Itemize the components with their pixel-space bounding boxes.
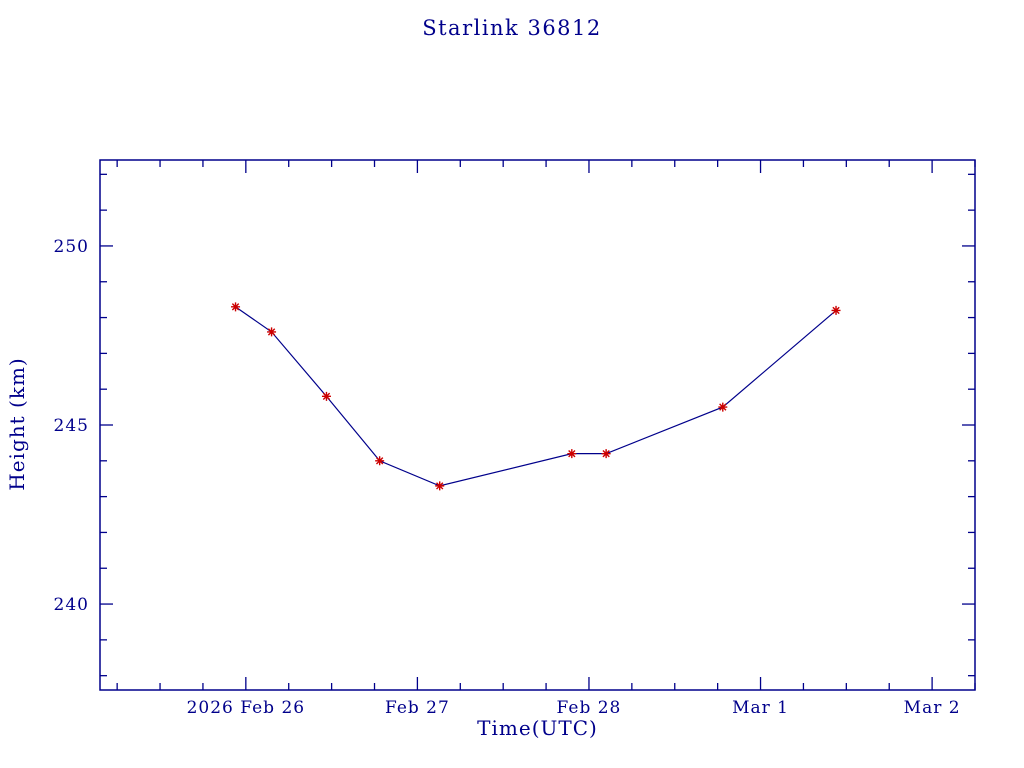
data-point-marker <box>321 391 331 401</box>
data-point-marker <box>231 302 241 312</box>
x-tick-label: Mar 2 <box>904 698 961 718</box>
x-axis-label: Time(UTC) <box>477 716 598 740</box>
y-tick-label: 245 <box>54 416 89 436</box>
chart-title: Starlink 36812 <box>422 16 602 40</box>
data-point-marker <box>267 327 277 337</box>
x-tick-label: Mar 1 <box>732 698 789 718</box>
data-point-marker <box>567 449 577 459</box>
data-point-marker <box>831 305 841 315</box>
data-point-marker <box>718 402 728 412</box>
x-tick-label: 2026 Feb 26 <box>187 698 306 718</box>
data-point-marker <box>375 456 385 466</box>
x-tick-label: Feb 28 <box>557 698 622 718</box>
data-point-marker <box>435 481 445 491</box>
plot-frame <box>99 159 976 691</box>
y-tick-label: 240 <box>54 595 89 615</box>
y-tick-label: 250 <box>54 237 89 257</box>
data-point-marker <box>601 449 611 459</box>
x-tick-label: Feb 27 <box>385 698 450 718</box>
